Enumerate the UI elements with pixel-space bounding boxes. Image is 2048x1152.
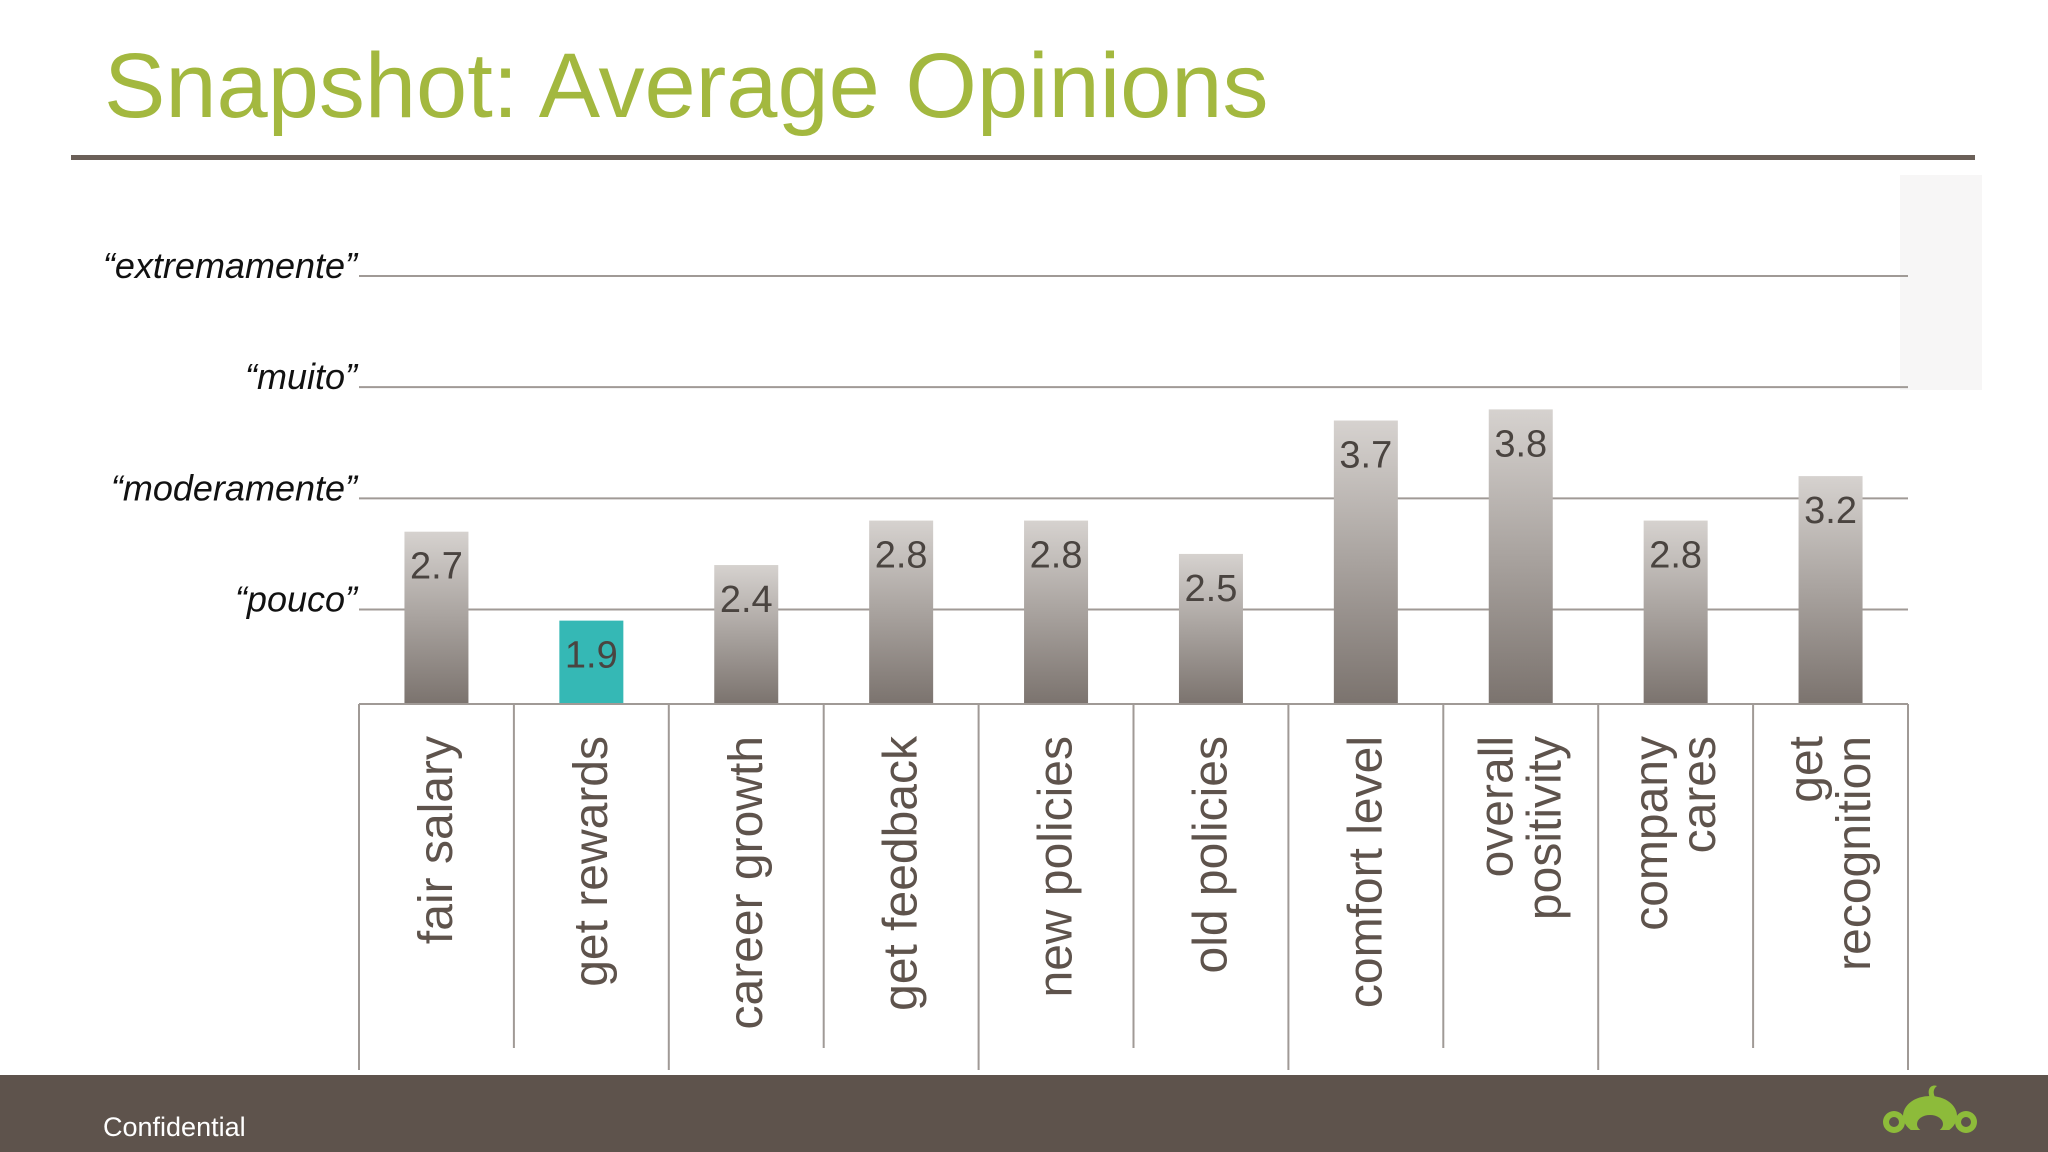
bar xyxy=(1178,553,1243,704)
footer-confidential-label: Confidential xyxy=(103,1112,246,1142)
bar xyxy=(869,520,934,704)
y-tick-label: “muito” xyxy=(245,356,359,397)
bar-value-label: 3.2 xyxy=(1804,490,1857,532)
footer-bar xyxy=(0,1075,2048,1152)
bar-value-label: 3.7 xyxy=(1339,435,1392,477)
bars: 2.7 1.9 2.4 2.8 2.8 2.5 3.7 3.8 2.8 3.2 xyxy=(404,409,1863,704)
category-axis: fair salary get rewards career growth get f… xyxy=(358,703,1909,1070)
category-label: company xyxy=(1625,736,1678,931)
bar xyxy=(714,565,779,704)
bar xyxy=(559,620,624,704)
category-label: get feedback xyxy=(875,735,928,1011)
bar-value-label: 2.5 xyxy=(1185,568,1238,610)
y-tick-label: “moderamente” xyxy=(111,467,359,508)
bar xyxy=(1333,420,1398,704)
monkey-logo-icon xyxy=(1883,1085,1977,1148)
chart-background-panel xyxy=(1900,175,1982,390)
category-label: fair salary xyxy=(410,736,463,944)
bar-value-label: 2.7 xyxy=(410,546,463,588)
bar xyxy=(1024,520,1089,704)
bar xyxy=(1488,409,1553,704)
bar-value-label: 1.9 xyxy=(565,635,618,677)
bar xyxy=(1798,476,1863,704)
category-label: new policies xyxy=(1030,736,1083,997)
bar xyxy=(1643,520,1708,704)
bar-chart: “pouco” “moderamente” “muito” “extremamente… xyxy=(103,245,1909,1070)
category-label: comfort level xyxy=(1339,736,1392,1008)
title-divider xyxy=(71,155,1975,160)
gridlines xyxy=(359,275,1908,611)
bar-value-label: 2.8 xyxy=(875,535,928,577)
y-tick-label: “extremamente” xyxy=(103,245,359,286)
category-label: career growth xyxy=(720,736,773,1029)
category-label: cares xyxy=(1673,736,1726,853)
category-label: overall xyxy=(1470,736,1523,877)
bar-value-label: 2.4 xyxy=(720,579,773,621)
category-label: get xyxy=(1780,736,1833,803)
category-label: get rewards xyxy=(565,736,618,987)
category-label: recognition xyxy=(1828,736,1881,971)
bar-value-label: 2.8 xyxy=(1649,535,1702,577)
y-tick-label: “pouco” xyxy=(235,579,359,620)
category-label: positivity xyxy=(1518,736,1571,920)
bar-value-label: 2.8 xyxy=(1030,535,1083,577)
category-label: old policies xyxy=(1184,736,1237,973)
bar-value-label: 3.8 xyxy=(1494,423,1547,465)
y-axis-labels: “pouco” “moderamente” “muito” “extremamente… xyxy=(103,245,359,620)
bar xyxy=(404,531,469,704)
slide-title: Snapshot: Average Opinions xyxy=(104,35,1269,137)
